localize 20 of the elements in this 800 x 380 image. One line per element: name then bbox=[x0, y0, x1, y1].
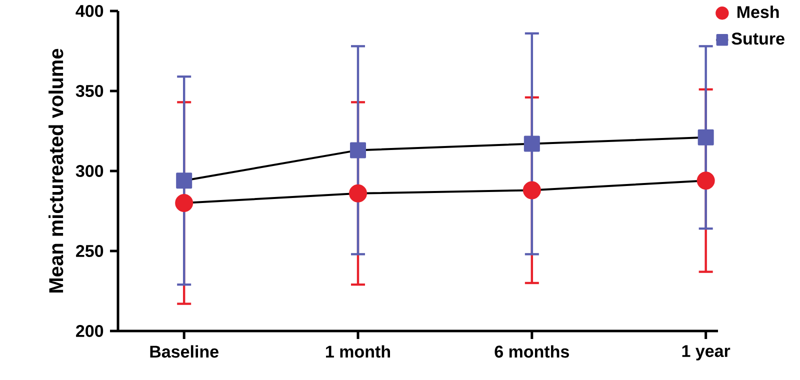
point bbox=[522, 181, 541, 200]
point bbox=[176, 172, 192, 189]
point bbox=[175, 194, 194, 212]
point bbox=[696, 172, 715, 190]
y-tick-label: 250 bbox=[76, 244, 104, 258]
point bbox=[524, 136, 540, 152]
legend-label: Suture bbox=[732, 32, 784, 45]
x-tick-label: Baseline bbox=[150, 345, 218, 358]
x-tick-label: 1 year bbox=[682, 345, 730, 360]
legend-label: Mesh bbox=[737, 6, 779, 18]
y-tick-label: 350 bbox=[76, 84, 104, 98]
point bbox=[350, 142, 366, 158]
x-tick-label: 6 months bbox=[494, 345, 569, 358]
y-tick-label: 200 bbox=[76, 324, 104, 338]
y-tick-label: 400 bbox=[76, 4, 104, 18]
x-tick-label: 1 month bbox=[326, 345, 390, 358]
point bbox=[698, 129, 714, 146]
point bbox=[349, 184, 368, 202]
y-axis-title: Mean mictureated volume bbox=[48, 48, 64, 292]
y-tick-label: 300 bbox=[76, 164, 104, 178]
